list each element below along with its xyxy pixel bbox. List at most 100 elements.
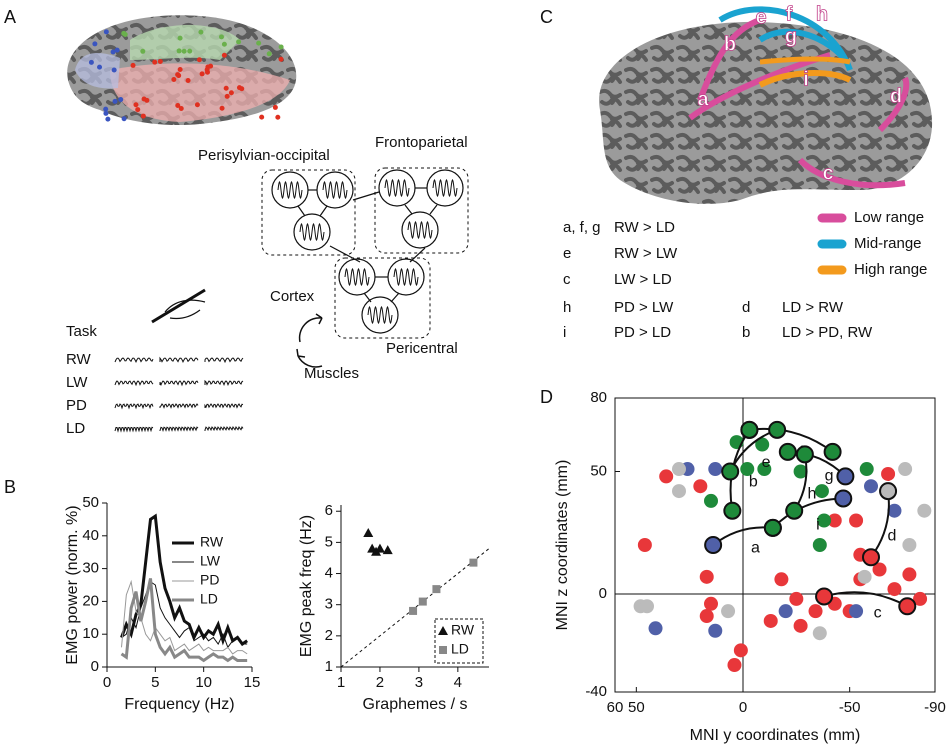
dot <box>88 59 94 65</box>
y-tick-label: 5 <box>325 533 333 550</box>
node <box>785 501 804 520</box>
tract-label: a <box>697 88 709 110</box>
link-label: b <box>749 473 758 490</box>
panel-label: A <box>4 7 16 27</box>
y-tick-label: -40 <box>585 683 607 700</box>
dot <box>135 107 141 113</box>
dot <box>175 102 181 108</box>
dot <box>103 110 109 116</box>
dot <box>219 105 225 111</box>
point <box>917 503 932 518</box>
x-axis-label: Graphemes / s <box>363 696 468 713</box>
y-tick-label: 20 <box>82 592 99 609</box>
node <box>836 467 855 486</box>
point <box>778 604 793 619</box>
dot <box>275 114 281 120</box>
legend-label: RW <box>200 534 224 550</box>
panel-label: D <box>540 387 553 407</box>
dot <box>97 64 103 70</box>
network-box <box>261 169 356 256</box>
tract-label: i <box>803 68 809 90</box>
x-tick-label: 4 <box>454 674 462 691</box>
legend-label: High range <box>854 261 927 278</box>
point <box>793 618 808 633</box>
dot <box>103 106 109 112</box>
tract-label: b <box>724 33 736 55</box>
region-blue <box>75 53 120 89</box>
cortex-label: Cortex <box>270 288 315 305</box>
node <box>721 462 740 481</box>
link-label: c <box>874 605 882 622</box>
chart: 0 5 10 15 0 10 20 30 40 50 Frequency (Hz) EMG power… <box>64 494 260 713</box>
point <box>699 609 714 624</box>
dot <box>175 72 181 78</box>
point <box>699 569 714 584</box>
network-diagram: Perisylvian-occipital Frontoparietal Peric… <box>198 134 469 357</box>
task-label: LW <box>66 374 88 391</box>
handwriting <box>115 358 246 362</box>
point <box>363 528 374 538</box>
point <box>409 606 418 615</box>
link-label: h <box>808 486 817 503</box>
legend-label: LD <box>200 591 218 607</box>
point <box>872 562 887 577</box>
tract <box>797 157 906 189</box>
y-tick-label: 1 <box>325 658 333 675</box>
handwriting <box>115 404 246 408</box>
point <box>740 462 755 477</box>
node <box>723 501 742 520</box>
node <box>778 442 797 461</box>
tract-label: d <box>890 85 902 107</box>
node <box>834 489 853 508</box>
task-title: Task <box>66 323 97 340</box>
dot <box>199 71 205 77</box>
dot <box>114 47 120 53</box>
line <box>120 513 249 647</box>
node <box>795 445 814 464</box>
y-tick-label: 80 <box>590 389 607 406</box>
y-axis-label: EMG power (norm. %) <box>64 505 81 664</box>
y-axis-label: EMG peak freq (Hz) <box>298 515 315 657</box>
node <box>763 518 782 537</box>
dot <box>221 41 227 47</box>
tract <box>758 70 852 88</box>
contrast-tracts: c <box>563 271 571 288</box>
oscillation <box>393 267 419 287</box>
point <box>849 604 864 619</box>
node <box>879 482 898 501</box>
dot <box>110 49 116 55</box>
contrast: PD > LD <box>614 324 671 341</box>
contrast: LD > RW <box>782 299 844 316</box>
oscillation <box>407 220 433 240</box>
node <box>862 548 880 567</box>
point <box>887 582 902 597</box>
contrast: LW > LD <box>614 271 672 288</box>
dot <box>133 102 139 108</box>
dot <box>236 85 242 91</box>
muscles-label: Muscles <box>304 365 359 382</box>
node <box>898 597 917 616</box>
line <box>120 578 248 663</box>
oscillation <box>277 180 303 200</box>
x-tick-label: 10 <box>195 674 212 691</box>
y-tick-label: 40 <box>82 527 99 544</box>
x-tick-label: 0 <box>103 674 111 691</box>
point <box>672 484 686 499</box>
point <box>793 464 808 479</box>
oscillation <box>367 305 393 325</box>
legend-label: PD <box>200 572 219 588</box>
dot <box>218 34 224 40</box>
dot <box>236 39 242 45</box>
point <box>755 437 770 452</box>
point <box>733 643 748 658</box>
network-box <box>374 167 469 254</box>
region-green <box>130 25 240 60</box>
y-axis-label: MNI z coordinates (mm) <box>554 460 571 631</box>
line <box>121 580 248 649</box>
dot <box>259 114 265 120</box>
point <box>814 484 829 499</box>
region-red <box>110 63 290 122</box>
point <box>727 658 742 673</box>
tract-label: h <box>816 3 828 25</box>
